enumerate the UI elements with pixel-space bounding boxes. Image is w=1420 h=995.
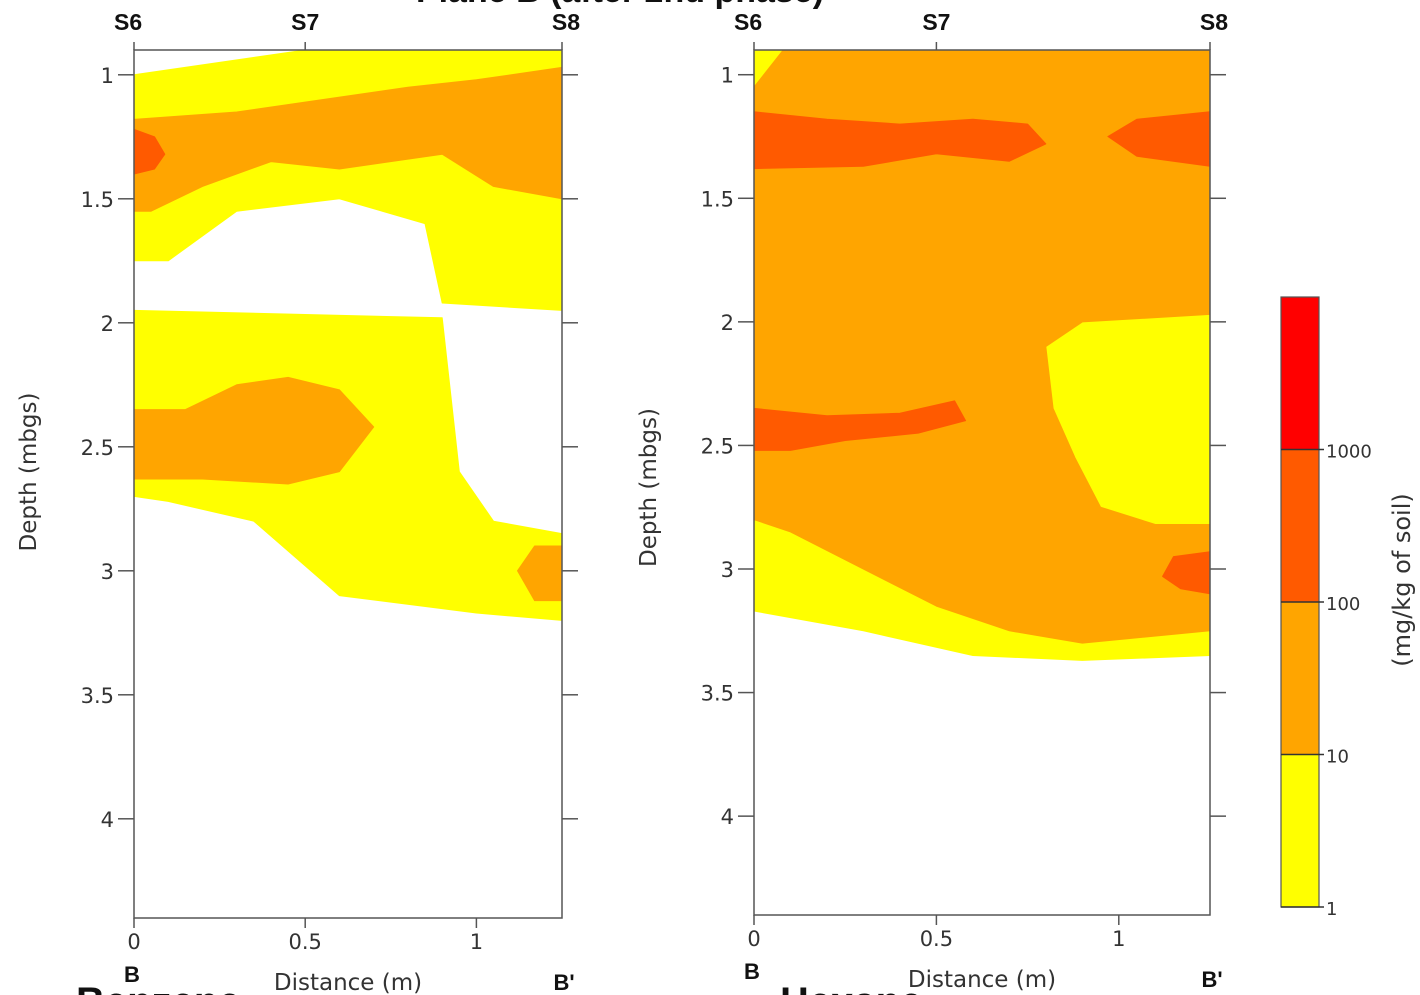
colorbar-band-100-1000 bbox=[1281, 449, 1319, 602]
colorbar-tick-label: 100 bbox=[1326, 594, 1360, 615]
contour-zone-100-1000-5 bbox=[134, 128, 166, 175]
contour-zone-10-100-4 bbox=[517, 545, 562, 602]
x-axis-label: Distance (m) bbox=[908, 967, 1056, 993]
contour-zones bbox=[754, 50, 1210, 661]
x-axis-end-label-end: B' bbox=[553, 970, 574, 995]
x-tick-label: 0 bbox=[747, 927, 760, 951]
colorbar-tick-label: 1 bbox=[1326, 899, 1337, 920]
x-axis-label: Distance (m) bbox=[274, 970, 422, 995]
x-axis-end-label-end: B' bbox=[1201, 967, 1222, 992]
colorbar-band-1-10 bbox=[1281, 754, 1319, 907]
colorbar-tick-label: 1000 bbox=[1326, 442, 1372, 463]
x-tick-label: 1 bbox=[1112, 927, 1125, 951]
top-label-S6: S6 bbox=[734, 9, 762, 35]
contour-zone-10-100-2 bbox=[134, 66, 562, 212]
footer-fragment-right: Hexane bbox=[780, 980, 922, 995]
contour-zone-100-1000-8 bbox=[1162, 551, 1210, 595]
footer-fragment-left: Benzene bbox=[76, 980, 241, 995]
y-tick-label: 3.5 bbox=[81, 684, 114, 708]
x-tick-label: 0 bbox=[127, 930, 140, 954]
x-tick-label: 0.5 bbox=[920, 927, 953, 951]
top-label-S7: S7 bbox=[291, 9, 319, 35]
y-tick-label: 1 bbox=[721, 64, 734, 88]
y-tick-label: 3 bbox=[721, 558, 734, 582]
y-tick-label: 2.5 bbox=[701, 434, 734, 458]
x-axis-end-label-start: B bbox=[744, 959, 760, 984]
x-axis-end-label-start: B bbox=[124, 962, 140, 987]
figure-title-fragment: Plane B (after 2nd phase) bbox=[416, 0, 824, 10]
top-label-S8: S8 bbox=[552, 9, 580, 35]
y-axis-label: Depth (mbgs) bbox=[636, 408, 662, 567]
y-tick-label: 1 bbox=[101, 64, 114, 88]
left-contour-panel: 1 1.5 2 2.5 3 3.5 4 0 0.5 1 Distance (m) B B' Depth (… bbox=[16, 9, 580, 995]
y-tick-label: 2 bbox=[101, 312, 114, 336]
y-tick-label: 4 bbox=[101, 808, 114, 832]
colorbar-band-1000-10000 bbox=[1281, 297, 1319, 450]
y-tick-label: 3 bbox=[101, 560, 114, 584]
top-label-S8: S8 bbox=[1200, 9, 1228, 35]
contour-zone-10-100-3 bbox=[134, 376, 375, 485]
y-tick-label: 4 bbox=[721, 805, 734, 829]
colorbar-band-10-100 bbox=[1281, 602, 1319, 755]
top-label-S7: S7 bbox=[922, 9, 950, 35]
x-tick-label: 0.5 bbox=[288, 930, 321, 954]
y-tick-label: 3.5 bbox=[701, 682, 734, 706]
plot-frame bbox=[133, 49, 563, 919]
contour-zone-100-1000-5 bbox=[754, 111, 1047, 170]
concentration-colorbar: 1 10 100 1000 (mg/kg of soil) bbox=[1280, 296, 1416, 920]
colorbar-tick-label: 10 bbox=[1326, 747, 1349, 768]
y-axis-label: Depth (mbgs) bbox=[16, 393, 42, 552]
contour-zone-10-100-4 bbox=[754, 50, 1210, 644]
y-tick-label: 1.5 bbox=[701, 187, 734, 211]
top-label-S6: S6 bbox=[114, 9, 142, 35]
contour-zones bbox=[134, 50, 562, 621]
x-tick-label: 1 bbox=[470, 930, 483, 954]
y-tick-label: 2.5 bbox=[81, 436, 114, 460]
plot-frame bbox=[753, 49, 1211, 916]
y-tick-label: 2 bbox=[721, 311, 734, 335]
y-tick-label: 1.5 bbox=[81, 188, 114, 212]
contour-zone-100-1000-6 bbox=[1107, 111, 1210, 167]
contour-zone-100-1000-7 bbox=[754, 400, 967, 451]
colorbar-label: (mg/kg of soil) bbox=[1388, 493, 1416, 666]
right-contour-panel: 1 1.5 2 2.5 3 3.5 4 0 0.5 1 Distance (m) B B' Depth (… bbox=[636, 9, 1228, 993]
